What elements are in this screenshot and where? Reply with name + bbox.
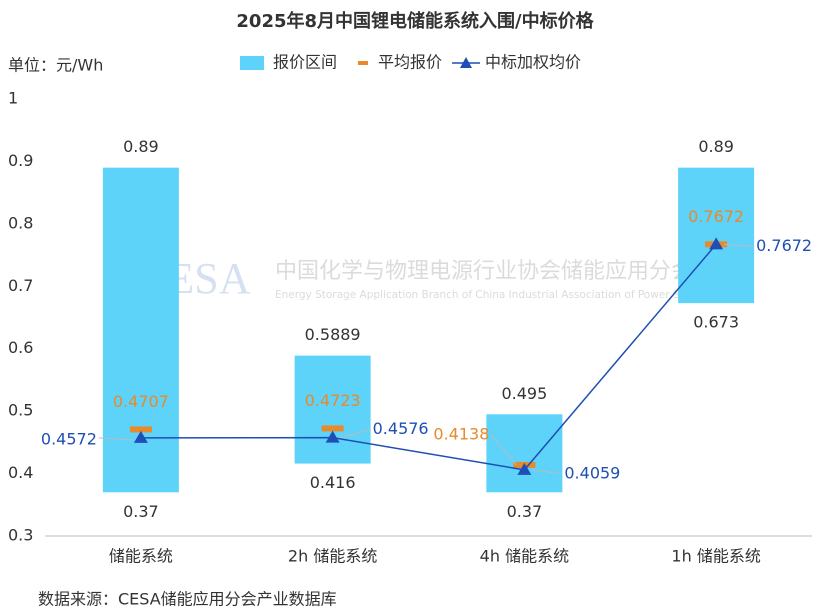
weighted-label: 0.4059 — [564, 463, 620, 482]
weighted-point — [133, 430, 148, 443]
y-tick-label: 1 — [8, 89, 18, 108]
range-bar — [294, 355, 371, 464]
weighted-point — [517, 462, 532, 475]
y-tick-label: 0.6 — [8, 338, 33, 357]
weighted-label: 0.7672 — [756, 236, 812, 255]
x-tick-label: 2h 储能系统 — [288, 547, 377, 566]
y-tick-label: 0.3 — [8, 526, 33, 545]
watermark: CESA 中国化学与物理电源行业协会储能应用分会 Energy Storage … — [138, 254, 714, 303]
value-label: 0.89 — [698, 137, 734, 156]
legend-swatch — [460, 57, 472, 68]
legend-swatch — [240, 56, 264, 70]
value-label: 0.673 — [693, 313, 739, 332]
leader-line — [490, 434, 517, 466]
range-bar — [486, 414, 563, 493]
value-label: 0.37 — [507, 502, 543, 521]
average-marker — [129, 426, 152, 433]
y-tick-label: 0.7 — [8, 276, 33, 295]
y-tick-label: 0.8 — [8, 213, 33, 232]
watermark-text: 中国化学与物理电源行业协会储能应用分会 — [275, 259, 693, 284]
value-label: 0.37 — [123, 502, 159, 521]
y-tick-label: 0.5 — [8, 401, 33, 420]
leader-line — [340, 429, 371, 439]
weighted-label: 0.4576 — [373, 419, 429, 438]
watermark-text: Energy Storage Application Branch of Chi… — [275, 289, 714, 301]
average-label: 0.4138 — [433, 424, 489, 443]
average-marker — [321, 425, 344, 432]
legend-label: 报价区间 — [273, 53, 337, 72]
leader-line — [532, 469, 563, 475]
average-label: 0.7672 — [688, 207, 744, 226]
x-tick-label: 储能系统 — [109, 547, 173, 566]
leader-line — [98, 437, 133, 441]
value-label: 0.495 — [501, 384, 547, 403]
weighted-point — [325, 430, 340, 443]
chart-title: 2025年8月中国锂电储能系统入围/中标价格 — [236, 10, 594, 32]
y-tick-label: 0.9 — [8, 151, 33, 170]
value-label: 0.89 — [123, 137, 159, 156]
range-bar — [102, 167, 179, 493]
legend-label: 中标加权均价 — [485, 53, 581, 72]
average-label: 0.4707 — [113, 392, 169, 411]
average-label: 0.4723 — [305, 391, 361, 410]
x-tick-label: 4h 储能系统 — [480, 547, 569, 566]
source-note: 数据来源：CESA储能应用分会产业数据库 — [38, 590, 337, 609]
legend-swatch — [358, 61, 368, 65]
weighted-line — [140, 243, 717, 471]
value-label: 0.416 — [310, 473, 356, 492]
range-bar — [678, 167, 755, 304]
y-tick-label: 0.4 — [8, 463, 33, 482]
weighted-point — [709, 237, 724, 250]
leader-line — [724, 243, 755, 247]
legend-label: 平均报价 — [378, 53, 442, 72]
value-label: 0.5889 — [305, 325, 361, 344]
y-axis-label: 单位：元/Wh — [8, 56, 103, 75]
x-tick-label: 1h 储能系统 — [671, 547, 760, 566]
weighted-label: 0.4572 — [41, 429, 97, 448]
